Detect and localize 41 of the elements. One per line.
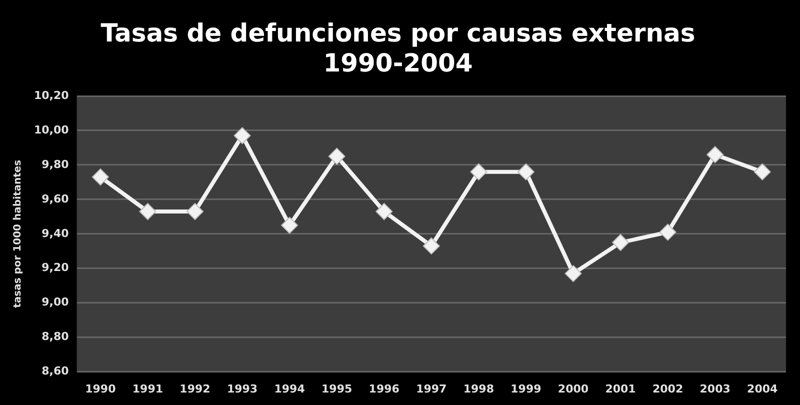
chart-title: Tasas de defunciones por causas externas 1990-2004	[100, 18, 696, 78]
x-tick-label: 2000	[558, 382, 589, 396]
point	[376, 202, 393, 220]
point	[139, 202, 156, 220]
y-tick-label: 10,00	[34, 123, 70, 136]
x-tick-label: 2003	[700, 382, 730, 396]
point	[328, 148, 346, 165]
x-tick-label: 1995	[322, 382, 352, 396]
y-tick-label: 9,40	[42, 226, 70, 240]
point	[517, 163, 534, 180]
y-axis-title: tasas por 1000 habitantes	[12, 160, 24, 308]
x-tick-label: 2002	[652, 382, 684, 396]
x-tick-label: 1993	[226, 382, 258, 396]
x-tick-label: 1991	[132, 382, 164, 396]
y-tick-label: 8,60	[42, 364, 70, 378]
y-tick-label: 9,80	[42, 158, 70, 171]
x-tick-label: 1994	[274, 382, 306, 396]
y-tick-label: 9,60	[42, 192, 70, 206]
x-tick-label: 1996	[368, 382, 400, 396]
point	[281, 216, 298, 234]
x-tick-label: 1997	[416, 382, 447, 396]
x-tick-label: 1990	[85, 382, 116, 396]
point	[612, 234, 630, 252]
point	[470, 163, 488, 180]
point	[706, 146, 724, 164]
y-tick-label: 10,20	[34, 88, 70, 102]
x-tick-label: 1999	[510, 382, 542, 396]
point	[422, 237, 440, 254]
point	[92, 168, 109, 186]
y-tick-label: 9,20	[42, 261, 70, 274]
x-tick-label: 1998	[463, 382, 494, 396]
x-tick-label: 1992	[180, 382, 210, 396]
point	[564, 265, 582, 282]
y-tick-label: 9,00	[42, 296, 70, 309]
point	[754, 163, 771, 180]
y-tick-label: 8,80	[42, 330, 70, 344]
x-tick-label: 2004	[747, 382, 778, 396]
point	[186, 202, 204, 220]
point	[234, 127, 251, 144]
point	[659, 224, 676, 241]
x-tick-label: 2001	[605, 382, 636, 396]
